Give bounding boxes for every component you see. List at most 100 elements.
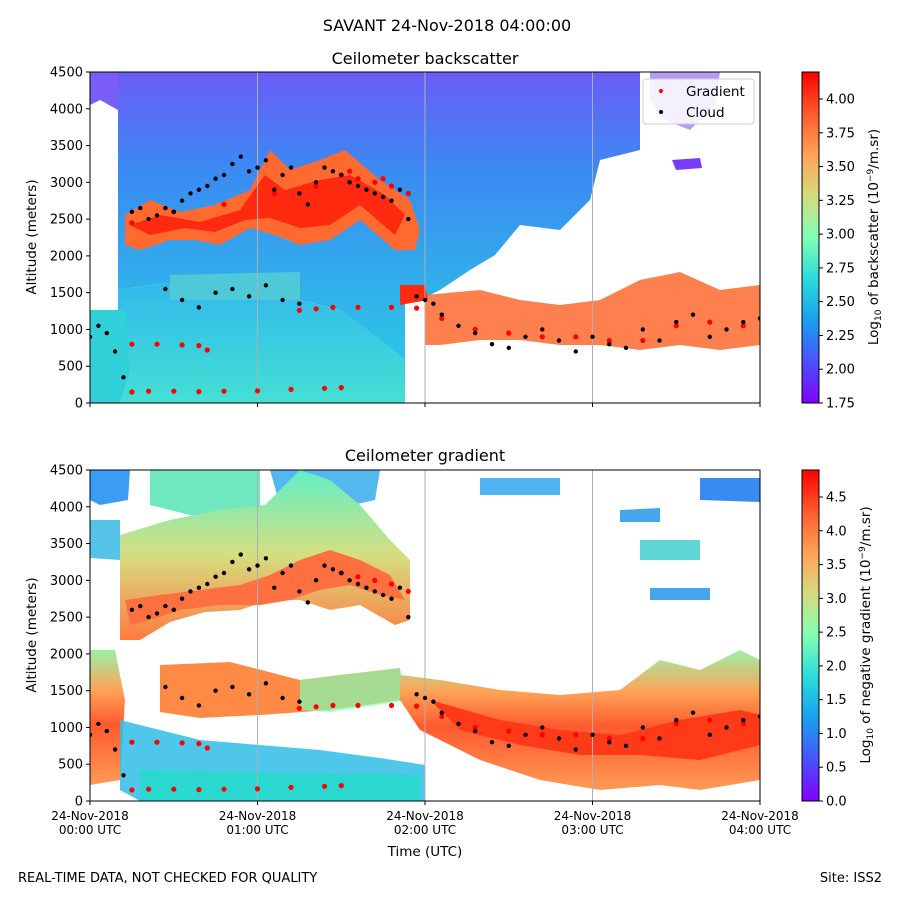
gradient-x-tick-label: 24-Nov-2018 xyxy=(51,809,129,823)
backscatter-cloud-point xyxy=(573,349,578,354)
backscatter-cloud-point xyxy=(406,216,411,222)
gradient-cloud-point xyxy=(414,692,419,697)
backscatter-gradient-point xyxy=(179,342,185,348)
backscatter-cloud-point xyxy=(355,183,361,189)
backscatter-cloud-point xyxy=(364,187,369,192)
backscatter-cloud-point xyxy=(288,165,294,170)
backscatter-gradient-point xyxy=(321,385,328,391)
backscatter-colorbar-tick-label: 3.00 xyxy=(826,228,855,243)
gradient-x-tick-label: 00:00 UTC xyxy=(59,823,121,837)
backscatter-cloud-point xyxy=(213,176,218,181)
gradient-cloud-point xyxy=(540,725,545,730)
site-label: Site: ISS2 xyxy=(820,871,882,886)
backscatter-gradient-point xyxy=(405,190,411,196)
gradient-gradient-point xyxy=(338,783,344,789)
backscatter-cloud-point xyxy=(473,330,478,336)
gradient-patch-i xyxy=(650,588,710,600)
quality-disclaimer: REAL-TIME DATA, NOT CHECKED FOR QUALITY xyxy=(18,871,317,886)
backscatter-gradient-point xyxy=(388,183,395,189)
gradient-gradient-point xyxy=(196,787,202,793)
backscatter-gradient-point xyxy=(146,388,152,394)
backscatter-gradient-point xyxy=(313,183,319,189)
gradient-cloud-point xyxy=(690,710,696,715)
gradient-gradient-point xyxy=(740,721,746,727)
gradient-cloud-point xyxy=(138,603,143,609)
backscatter-cloud-point xyxy=(205,183,210,189)
gradient-cloud-point xyxy=(246,692,252,697)
gradient-gradient-point xyxy=(296,705,302,711)
gradient-cloud-point xyxy=(506,743,511,748)
backscatter-gradient-point xyxy=(171,388,177,394)
backscatter-cloud-point xyxy=(674,319,679,325)
gradient-gradient-point xyxy=(288,784,294,791)
gradient-cloud-point xyxy=(154,611,160,616)
legend-cloud-marker xyxy=(659,110,663,114)
backscatter-colorbar-tick-label: 1.75 xyxy=(826,397,855,412)
backscatter-gradient-point xyxy=(506,330,512,336)
gradient-gradient-point xyxy=(539,732,545,738)
gradient-gradient-point xyxy=(129,739,135,745)
gradient-cloud-point xyxy=(255,563,260,568)
backscatter-cloud-point xyxy=(431,301,436,306)
backscatter-cloud-point xyxy=(280,172,285,178)
backscatter-gradient-point xyxy=(388,304,395,310)
gradient-cloud-point xyxy=(389,596,394,601)
backscatter-gradient-point xyxy=(196,343,202,349)
backscatter-cloud-point xyxy=(255,165,260,170)
backscatter-corner-patch xyxy=(90,72,118,110)
gradient-gradient-point xyxy=(129,787,135,793)
gradient-gradient-point xyxy=(171,786,177,792)
gradient-patch-g xyxy=(90,520,120,560)
legend-box xyxy=(642,78,755,125)
gradient-y-ticks: 0 500 1000 1500 2000 2500 3000 3500 4000 4500 xyxy=(50,464,90,810)
backscatter-cloud-point xyxy=(607,342,612,347)
backscatter-gradient-point xyxy=(129,220,135,226)
gradient-patch-d xyxy=(480,478,560,495)
gradient-cloud-point xyxy=(380,592,386,598)
backscatter-cloud-point xyxy=(96,323,101,328)
backscatter-colorbar-tick-label: 4.00 xyxy=(826,93,855,108)
gradient-colorbar-tick-label: 2.5 xyxy=(826,626,847,641)
backscatter-cloud-point xyxy=(322,165,327,170)
gradient-mid-layer-edge xyxy=(300,668,410,712)
backscatter-cloud-point xyxy=(556,338,562,343)
gradient-cloud-point xyxy=(657,736,662,741)
gradient-colorbar-tick-label: 0.5 xyxy=(826,761,847,776)
backscatter-cloud-point xyxy=(397,187,403,192)
gradient-markers xyxy=(90,552,760,793)
gradient-gradient-point xyxy=(313,704,319,710)
backscatter-cloud-point xyxy=(238,154,243,159)
gradient-cloud-point xyxy=(339,570,344,576)
backscatter-y-label: Altitude (meters) xyxy=(24,179,40,294)
backscatter-gradient-point xyxy=(221,201,227,207)
backscatter-cloud-point xyxy=(414,294,419,299)
backscatter-y-tick-label: 4500 xyxy=(50,66,83,81)
gradient-cloud-point xyxy=(280,695,285,701)
gradient-cloud-point xyxy=(355,581,361,587)
backscatter-y-ticks: 0 500 1000 1500 2000 2500 3000 3500 4000 4500 xyxy=(50,66,90,412)
backscatter-cloud-point xyxy=(246,169,252,174)
gradient-x-tick-label: 03:00 UTC xyxy=(561,823,623,837)
gradient-colorbar-tick-label: 3.0 xyxy=(826,592,847,607)
gradient-colorbar-tick-label: 1.0 xyxy=(826,727,847,742)
backscatter-colorbar-ticks: 1.75 2.00 2.25 2.50 2.75 3.00 3.25 3.50 3.75 4.00 xyxy=(819,93,855,412)
legend-gradient-marker xyxy=(659,89,663,93)
gradient-x-tick-label: 01:00 UTC xyxy=(226,823,288,837)
gradient-cloud-point xyxy=(230,684,235,690)
backscatter-cloud-point xyxy=(272,187,277,192)
gradient-cloud-point xyxy=(230,559,235,565)
backscatter-colorbar-tick-label: 2.75 xyxy=(826,261,855,276)
backscatter-gradient-point xyxy=(296,307,302,313)
gradient-gradient-point xyxy=(154,739,160,745)
backscatter-cloud-point xyxy=(263,283,269,288)
gradient-gradient-point xyxy=(388,581,395,587)
backscatter-gradient-point xyxy=(707,319,713,325)
gradient-patch-h xyxy=(640,540,700,560)
backscatter-gradient-point xyxy=(347,168,353,174)
gradient-patch-b xyxy=(150,470,260,520)
backscatter-cloud-point xyxy=(741,319,746,325)
gradient-cloud-point xyxy=(489,740,495,745)
backscatter-title: Ceilometer backscatter xyxy=(332,49,519,68)
backscatter-cloud-point xyxy=(230,161,235,167)
backscatter-cloud-point xyxy=(179,198,185,203)
